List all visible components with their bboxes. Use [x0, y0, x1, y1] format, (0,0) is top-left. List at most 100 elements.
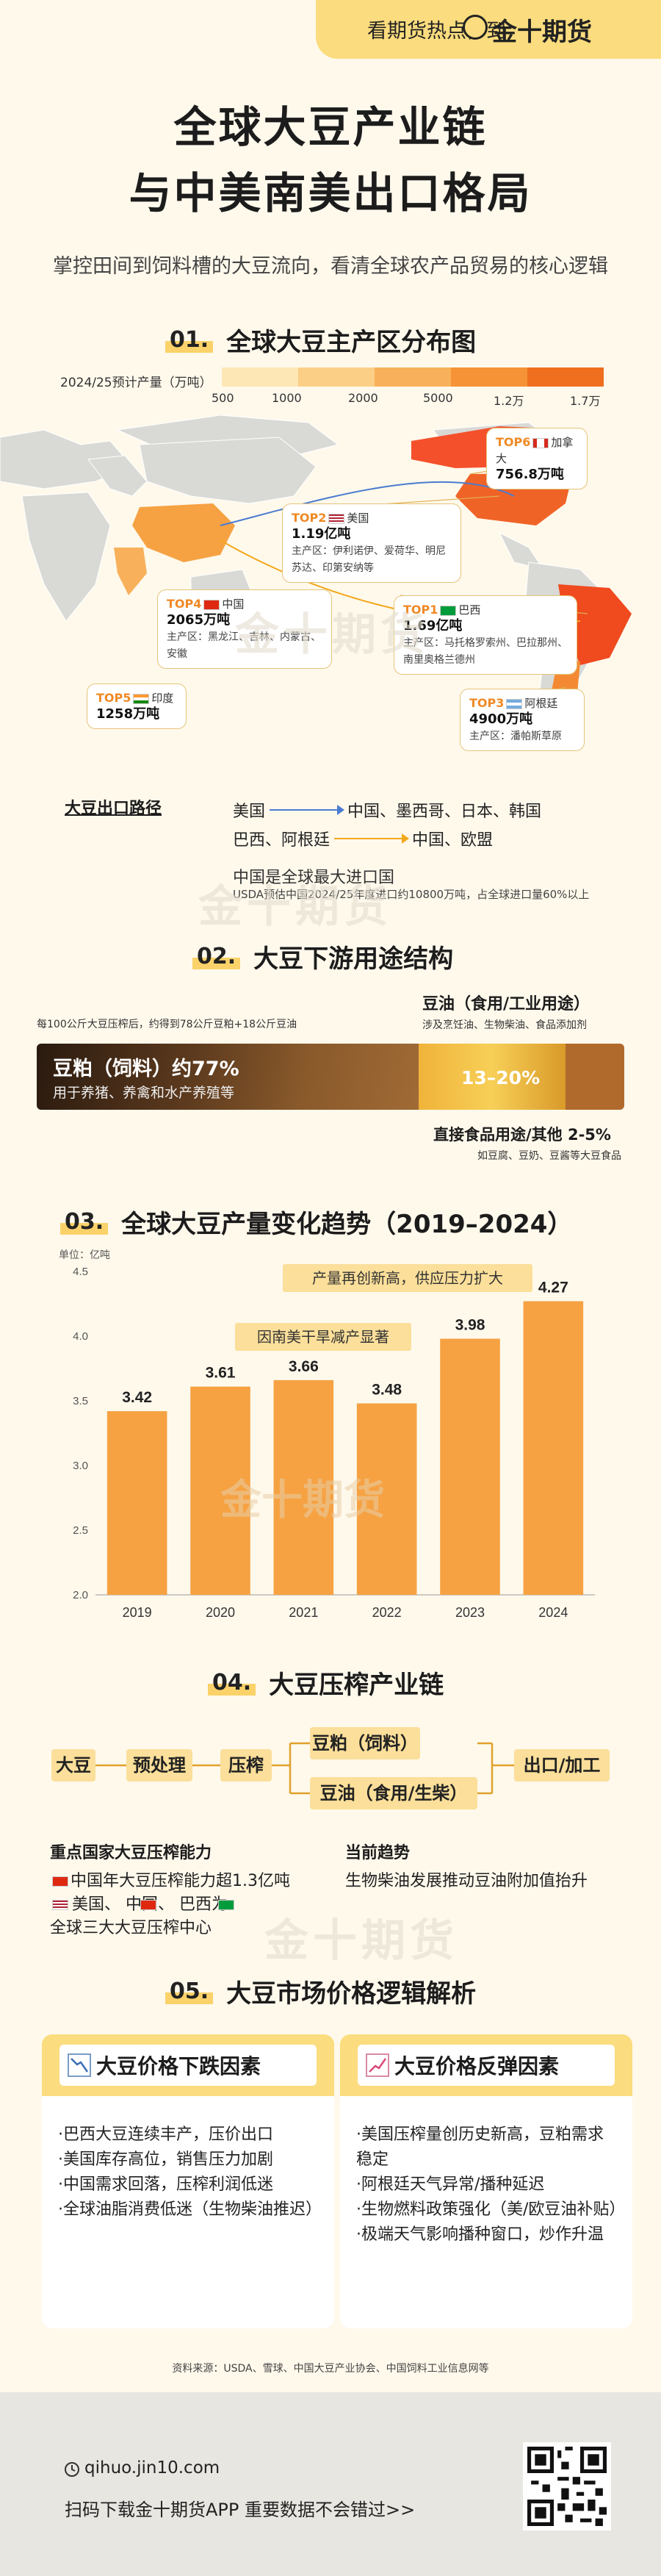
production-bar-chart: 2.0 2.5 3.0 3.5 4.0 4.5 3.42 2019 3.61 2020 3.66 20…	[73, 1264, 595, 1620]
section-1-title: 全球大豆主产区分布图	[226, 328, 477, 357]
production-value: 1.19亿吨	[292, 526, 351, 542]
title-line-1: 全球大豆产业链	[173, 102, 488, 152]
list-item: ·美国压榨量创历史新高，豆粕需求稳定	[356, 2125, 604, 2169]
usa-flag-icon	[328, 513, 345, 524]
qr-code-icon	[527, 2447, 607, 2526]
food-use-title: 直接食品用途/其他 2-5%	[433, 1126, 611, 1144]
arrow-right-icon	[270, 805, 345, 815]
soy-oil-uses: 涉及烹饪油、生物柴油、食品添加剂	[422, 1019, 587, 1031]
chain-step-pretreatment: 预处理	[126, 1749, 192, 1782]
panel-header-inner: 大豆价格反弹因素	[358, 2045, 615, 2086]
chart-unit-label: 单位：亿吨	[59, 1249, 110, 1261]
footer-download-text[interactable]: 扫码下载金十期货APP 重要数据不会错过>>	[65, 2500, 416, 2520]
soymeal-uses: 用于养猪、养禽和水产养殖等	[53, 1085, 235, 1101]
list-item: ·极端天气影响播种窗口，炒作升温	[356, 2225, 604, 2244]
bar	[106, 1411, 167, 1595]
y-tick-label: 4.5	[73, 1266, 88, 1278]
callout-india: TOP5 印度 1258万吨	[87, 684, 187, 729]
footer: qihuo.jin10.com 扫码下载金十期货APP 重要数据不会错过>>	[0, 2392, 661, 2576]
india-flag-icon	[133, 693, 150, 704]
panel-list: ·巴西大豆连续丰产，压价出口 ·美国库存高位，销售压力加剧 ·中国需求回落，压榨…	[58, 2123, 322, 2222]
section-3-number: 03.	[60, 1209, 109, 1235]
import-headline: 中国是全球最大进口国	[233, 869, 395, 887]
trend-text: 生物柴油发展推动豆油附加值抬升	[345, 1872, 588, 1890]
section-4-header: 04. 大豆压榨产业链	[208, 1665, 444, 1701]
scale-tick: 2000	[348, 391, 378, 405]
province-text: 主产区：伊利诺伊、爱荷华、明尼苏达、印第安纳等	[292, 545, 446, 574]
capacity-line: 中国年大豆压榨能力超1.3亿吨	[71, 1872, 290, 1890]
section-2-title: 大豆下游用途结构	[253, 944, 454, 974]
annotation-2024-box	[283, 1264, 532, 1292]
capacity-line: 美国、 中国、 巴西为	[72, 1895, 228, 1914]
route-row: 巴西、阿根廷 中国、欧盟	[233, 827, 493, 850]
list-item: ·巴西大豆连续丰产，压价出口	[58, 2125, 273, 2144]
section-5-number: 05.	[165, 1978, 214, 2004]
list-item: ·中国需求回落，压榨利润低迷	[58, 2175, 273, 2194]
soy-oil-title: 豆油（食用/工业用途）	[422, 995, 590, 1013]
section-4-number: 04.	[208, 1670, 256, 1696]
list-item: ·全球油脂消费低迷（生物柴油推迟）	[58, 2200, 322, 2219]
chart-down-icon	[68, 2053, 91, 2077]
usage-structure-bar: 豆粕（饲料）约77% 用于养猪、养禽和水产养殖等 13–20%	[37, 1044, 624, 1110]
callout-argentina: TOP3 阿根廷 4900万吨 主产区：潘帕斯草原	[460, 689, 585, 751]
callout-usa: TOP2 美国 1.19亿吨 主产区：伊利诺伊、爱荷华、明尼苏达、印第安纳等	[282, 503, 461, 583]
data-source: 资料来源：USDA、雪球、中国大豆产业协会、中国饲料工业信息网等	[172, 2363, 489, 2375]
production-value: 4900万吨	[469, 711, 533, 727]
annotation-2022: 因南美干旱减产显著	[257, 1329, 389, 1346]
panel-header: 大豆价格下跌因素	[42, 2034, 334, 2096]
bar	[523, 1301, 584, 1595]
banner-brand: 金十期货	[492, 18, 592, 47]
section-3-title: 全球大豆产量变化趋势（2019–2024）	[121, 1210, 573, 1239]
data-label: 3.61	[206, 1365, 236, 1382]
route-row: 美国 中国、墨西哥、日本、韩国	[233, 798, 541, 822]
russia-region	[139, 437, 317, 504]
route-to: 中国、欧盟	[412, 831, 494, 850]
section-2-header: 02. 大豆下游用途结构	[192, 939, 453, 975]
production-value: 1258万吨	[96, 706, 160, 722]
x-tick-label: 2023	[455, 1605, 485, 1620]
data-label: 4.27	[538, 1279, 568, 1296]
panel-title: 大豆价格反弹因素	[394, 2054, 560, 2078]
panel-title: 大豆价格下跌因素	[96, 2054, 261, 2078]
world-map: TOP6 加拿大 756.8万吨 TOP2 美国 1.19亿吨 主产区：伊利诺伊、爱…	[0, 415, 661, 761]
clock-icon	[65, 2462, 79, 2477]
watermark: 金十期货	[264, 1915, 458, 1967]
import-note: USDA预估中国2024/25年度进口约10800万吨，占全球进口量60%以上	[233, 888, 590, 901]
data-label: 3.98	[455, 1317, 485, 1334]
china-flag-icon	[203, 599, 220, 610]
chain-step-soybean: 大豆	[51, 1749, 95, 1782]
country-name: 中国	[222, 598, 245, 611]
callout-canada: TOP6 加拿大 756.8万吨	[486, 428, 588, 489]
watermark: 金十期货	[235, 609, 429, 661]
country-name: 印度	[151, 692, 174, 705]
qr-code[interactable]	[523, 2442, 611, 2530]
food-segment	[566, 1044, 624, 1110]
chart-up-icon	[366, 2053, 389, 2077]
bar	[273, 1380, 334, 1595]
country-name: 阿根廷	[524, 697, 558, 710]
watermark: 金十期货	[220, 1477, 385, 1524]
section-2-number: 02.	[192, 944, 241, 969]
y-tick-label: 3.0	[73, 1460, 88, 1472]
top-banner[interactable]: 看期货热点，到 金十期货	[316, 0, 661, 59]
y-tick-label: 4.0	[73, 1330, 88, 1343]
brazil-flag-icon	[440, 605, 457, 616]
data-label: 3.66	[289, 1358, 319, 1375]
scale-tick: 1000	[272, 391, 302, 405]
bar	[356, 1403, 417, 1595]
footer-url-link[interactable]: qihuo.jin10.com	[84, 2458, 220, 2478]
province-text: 主产区：马托格罗索州、巴拉那州、南里奥格兰德州	[403, 637, 568, 666]
section-1-header: 01. 全球大豆主产区分布图	[165, 322, 476, 358]
trend-title: 当前趋势	[345, 1844, 411, 1862]
route-from: 巴西、阿根廷	[233, 831, 330, 850]
scale-tick: 1.2万	[494, 394, 524, 408]
panel-header-inner: 大豆价格下跌因素	[59, 2045, 317, 2086]
scale-box-4	[451, 367, 527, 387]
x-tick-label: 2021	[289, 1605, 318, 1620]
rank-label: TOP3	[469, 696, 505, 710]
section-5-title: 大豆市场价格逻辑解析	[226, 1979, 477, 2009]
price-down-panel: 大豆价格下跌因素 ·巴西大豆连续丰产，压价出口 ·美国库存高位，销售压力加剧 ·…	[42, 2034, 334, 2328]
panel-list: ·美国压榨量创历史新高，豆粕需求稳定 ·阿根廷天气异常/播种延迟 ·生物燃料政策…	[356, 2123, 625, 2247]
china-shape	[132, 503, 235, 562]
rank-label: TOP4	[167, 597, 202, 611]
